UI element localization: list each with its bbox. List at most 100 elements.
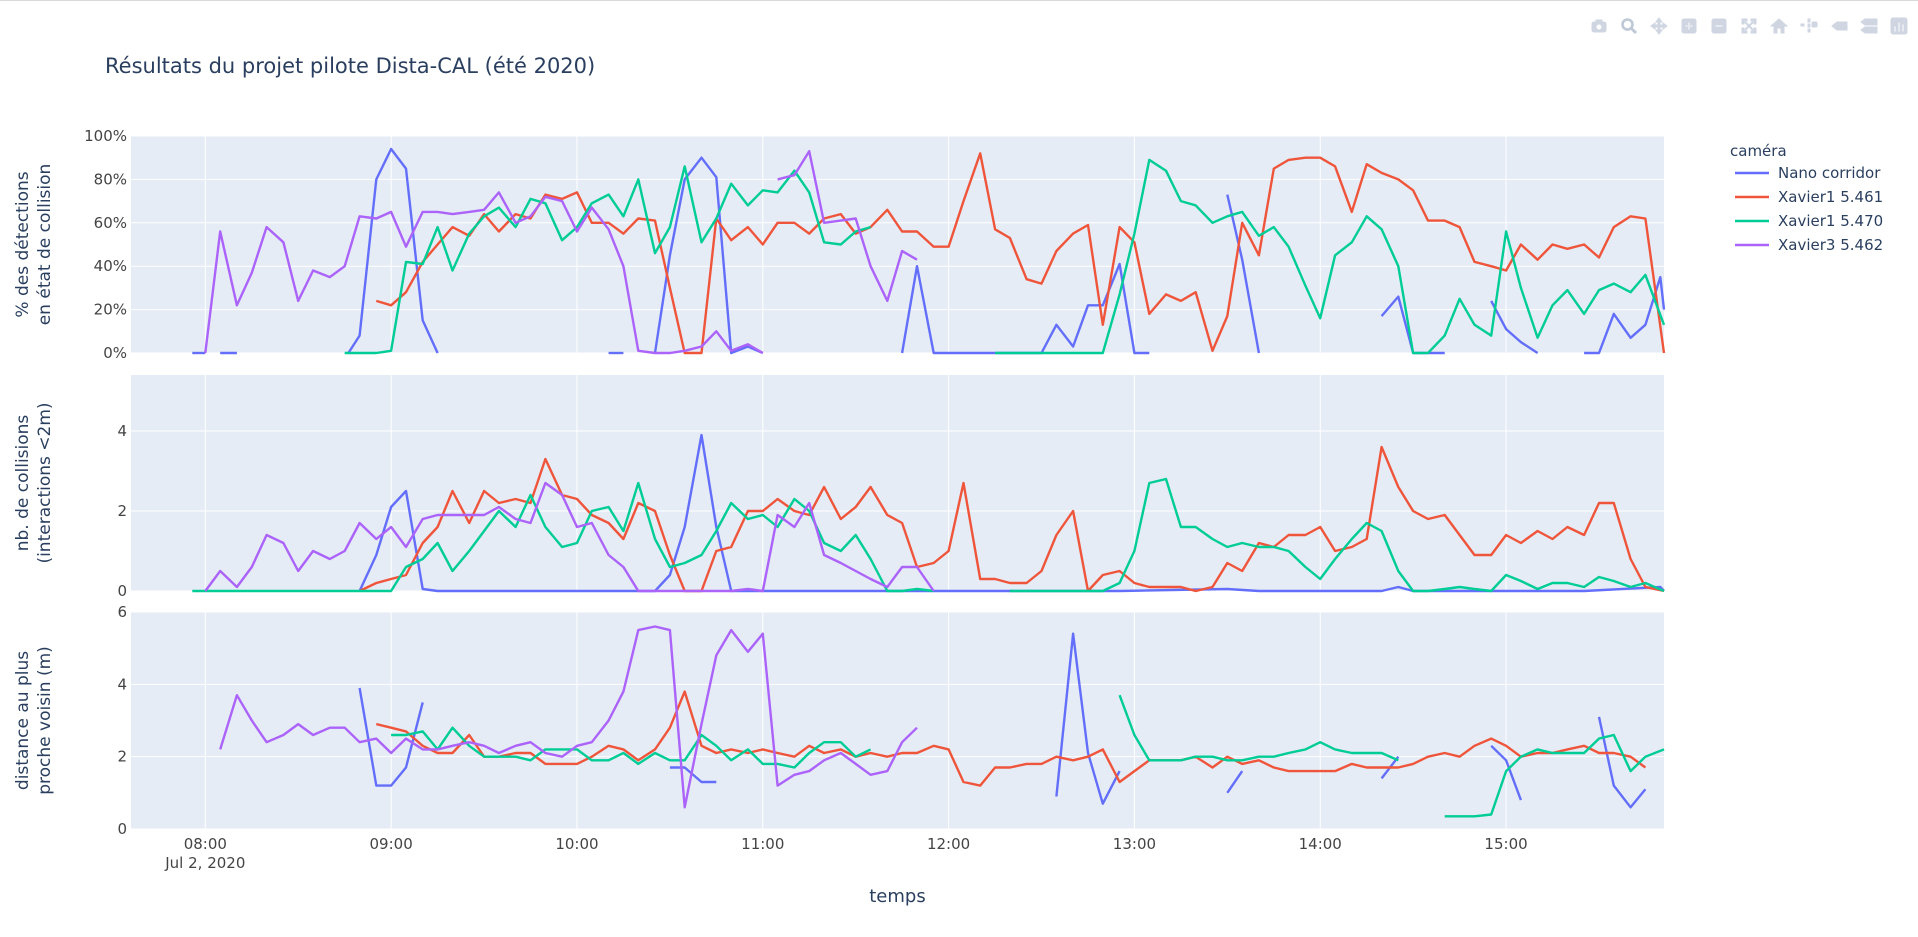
y-axis-label-line: % des détections — [13, 171, 33, 317]
plot-area — [131, 375, 1664, 591]
chart-modebar — [1588, 14, 1910, 38]
series-line-xavier3-5-462[interactable] — [204, 481, 935, 593]
legend-label: Xavier3 5.462 — [1778, 236, 1883, 254]
series-line-nano-corridor[interactable] — [1597, 716, 1647, 809]
series-line-nano-corridor[interactable] — [358, 433, 1665, 593]
hover-closest-icon — [1831, 21, 1848, 31]
legend-item-nano-corridor[interactable]: Nano corridor — [1735, 164, 1881, 182]
y-axis-label: nb. de collisions (interactions <2m) — [13, 402, 55, 563]
camera-button[interactable] — [1588, 15, 1610, 37]
y-tick-label: 2 — [117, 502, 127, 520]
hover-compare-button[interactable] — [1858, 15, 1880, 37]
zoom-out-icon — [1711, 18, 1727, 34]
y-tick-label: 40% — [94, 257, 127, 275]
x-tick-label: 12:00 — [927, 835, 970, 853]
series-line-xavier1-5-470[interactable] — [995, 158, 1666, 355]
home-button[interactable] — [1768, 15, 1790, 37]
y-axis-label-line: (interactions <2m) — [35, 402, 55, 563]
series-line-xavier3-5-462[interactable] — [204, 191, 764, 355]
spike-lines-icon — [1800, 18, 1818, 33]
x-tick-label: 08:00 — [184, 835, 227, 853]
x-tick-label: 09:00 — [370, 835, 413, 853]
series-line-nano-corridor[interactable] — [1055, 632, 1121, 805]
series-line-xavier1-5-461[interactable] — [375, 152, 1666, 355]
chart-title: Résultats du projet pilote Dista-CAL (ét… — [105, 54, 595, 78]
x-tick-label: 10:00 — [555, 835, 598, 853]
spike-lines-button[interactable] — [1798, 15, 1820, 37]
series-line-xavier1-5-470[interactable] — [1009, 477, 1665, 593]
legend-label: Xavier1 5.461 — [1778, 188, 1883, 206]
legend-label: Nano corridor — [1778, 164, 1881, 182]
subplot-1: 0% 20% 40% 60% 80% 100% % des détections en éta… — [13, 127, 1666, 362]
y-axis-label: distance au plus proche voisin (m) — [13, 646, 55, 795]
y-axis-label: % des détections en état de collision — [13, 164, 55, 326]
y-tick-label: 0 — [117, 582, 127, 600]
series-line-xavier1-5-470[interactable] — [344, 165, 871, 355]
pan-button[interactable] — [1648, 15, 1670, 37]
subplot-3: 0 2 4 6 distance au plus proche voisin (m) — [13, 603, 1665, 838]
autoscale-button[interactable] — [1738, 15, 1760, 37]
y-tick-label: 60% — [94, 214, 127, 232]
y-axis-label-line: en état de collision — [35, 164, 55, 326]
y-tick-label: 2 — [117, 748, 127, 766]
series-line-xavier1-5-470[interactable] — [1118, 694, 1399, 762]
pan-icon — [1650, 17, 1668, 35]
y-tick-label: 4 — [117, 675, 127, 693]
autoscale-icon — [1741, 18, 1757, 34]
legend-item-xavier3-5-462[interactable]: Xavier3 5.462 — [1735, 236, 1883, 254]
y-tick-label: 6 — [117, 603, 127, 621]
y-tick-label: 20% — [94, 301, 127, 319]
y-tick-label: 0 — [117, 820, 127, 838]
top-divider — [0, 0, 1918, 1]
x-tick-label: 14:00 — [1299, 835, 1342, 853]
series-line-xavier3-5-462[interactable] — [777, 149, 918, 303]
legend-label: Xavier1 5.470 — [1778, 212, 1883, 230]
legend: caméra Nano corridor Xavier1 5.461 Xavier1 … — [1730, 142, 1883, 254]
y-tick-label: 4 — [117, 422, 127, 440]
home-icon — [1770, 18, 1788, 34]
legend-item-xavier1-5-470[interactable]: Xavier1 5.470 — [1735, 212, 1883, 230]
plotly-logo-button[interactable] — [1888, 15, 1910, 37]
y-tick-label: 80% — [94, 170, 127, 188]
y-axis-label-line: proche voisin (m) — [35, 646, 55, 795]
zoom-in-icon — [1681, 18, 1697, 34]
series-line-nano-corridor[interactable] — [1584, 275, 1666, 355]
plotly-logo-icon — [1890, 17, 1908, 35]
series-line-xavier1-5-470[interactable] — [391, 726, 872, 769]
plot-area — [131, 136, 1664, 353]
series-line-nano-corridor[interactable] — [1226, 770, 1244, 794]
series-line-xavier1-5-470[interactable] — [192, 481, 934, 593]
zoom-in-button[interactable] — [1678, 15, 1700, 37]
series-line-nano-corridor[interactable] — [358, 687, 424, 787]
x-tick-label: 13:00 — [1113, 835, 1156, 853]
legend-item-xavier1-5-461[interactable]: Xavier1 5.461 — [1735, 188, 1883, 206]
series-line-xavier1-5-461[interactable] — [376, 690, 1647, 787]
hover-closest-button[interactable] — [1828, 15, 1850, 37]
x-tick-date: Jul 2, 2020 — [164, 854, 245, 872]
x-axis-label: temps — [869, 886, 925, 907]
series-line-nano-corridor[interactable] — [653, 156, 764, 355]
series-line-nano-corridor[interactable] — [1490, 300, 1539, 355]
hover-compare-icon — [1860, 18, 1878, 34]
plot-area — [131, 612, 1664, 829]
y-axis-label-line: nb. de collisions — [13, 415, 33, 552]
series-line-nano-corridor[interactable] — [1226, 194, 1261, 354]
series-line-xavier1-5-461[interactable] — [359, 445, 1665, 593]
series-line-nano-corridor[interactable] — [347, 147, 439, 354]
series-line-xavier1-5-470[interactable] — [1444, 733, 1665, 818]
camera-icon — [1591, 19, 1607, 33]
series-line-nano-corridor[interactable] — [1490, 744, 1523, 801]
subplot-2: 0 2 4 nb. de collisions (interactions <2m) — [13, 375, 1665, 600]
x-tick-label: 15:00 — [1484, 835, 1527, 853]
zoom-icon — [1621, 18, 1638, 35]
y-axis-label-line: distance au plus — [13, 651, 33, 790]
x-tick-label: 11:00 — [741, 835, 784, 853]
zoom-out-button[interactable] — [1708, 15, 1730, 37]
legend-title: caméra — [1730, 142, 1787, 160]
series-line-nano-corridor[interactable] — [669, 766, 717, 784]
zoom-button[interactable] — [1618, 15, 1640, 37]
y-tick-label: 0% — [103, 344, 127, 362]
series-line-xavier3-5-462[interactable] — [219, 625, 918, 809]
y-tick-label: 100% — [84, 127, 127, 145]
